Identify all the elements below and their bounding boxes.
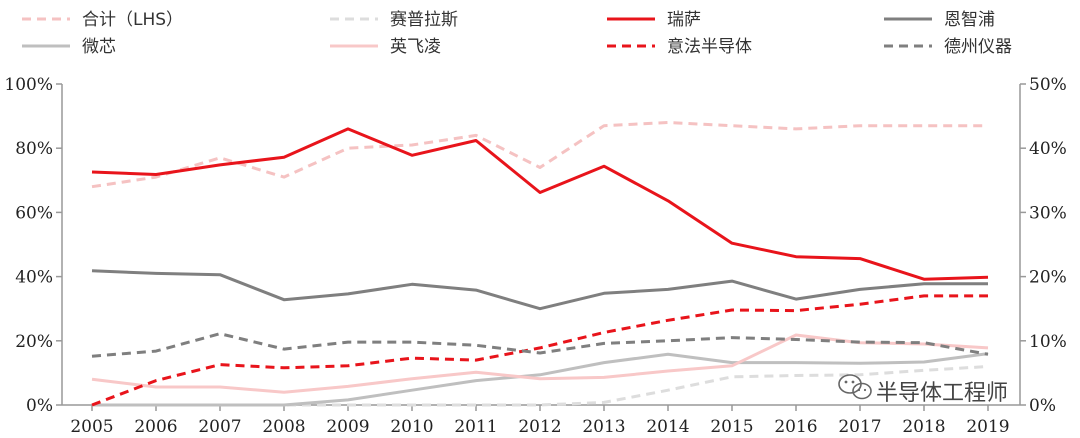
y-tick-right-label: 30% [1029, 203, 1067, 223]
y-tick-left-label: 80% [15, 139, 53, 159]
x-tick-label: 2019 [966, 417, 1009, 437]
x-tick-label: 2013 [582, 417, 625, 437]
y-tick-left-label: 100% [4, 75, 53, 95]
y-tick-left-label: 40% [15, 268, 53, 288]
y-tick-right-label: 20% [1029, 268, 1067, 288]
watermark: 半导体工程师 [838, 374, 1008, 406]
x-tick-label: 2012 [518, 417, 561, 437]
legend-label: 意法半导体 [667, 37, 752, 57]
y-tick-right-label: 0% [1029, 396, 1056, 416]
series-line-1 [92, 365, 989, 407]
series-line-2 [91, 127, 989, 281]
legend-label: 微芯 [82, 37, 116, 57]
series-line-6 [91, 294, 988, 407]
legend-item: 恩智浦 [884, 10, 995, 30]
x-tick-label: 2006 [134, 417, 177, 437]
series-line-7 [91, 332, 989, 358]
x-tick-label: 2010 [390, 417, 433, 437]
x-tick-label: 2017 [838, 417, 881, 437]
legend-label: 德州仪器 [944, 37, 1012, 57]
legend-item: 瑞萨 [607, 10, 701, 30]
legend-label: 合计（LHS） [82, 10, 183, 30]
legend-item: 德州仪器 [884, 37, 1012, 57]
y-ticks-left: 0% 20% 40% 60% 80% 100% [4, 75, 62, 416]
y-tick-right-label: 50% [1029, 75, 1067, 95]
x-tick-label: 2016 [774, 417, 817, 437]
wechat-icon [838, 374, 872, 400]
x-tick-label: 2007 [198, 417, 241, 437]
x-tick-label: 2018 [902, 417, 945, 437]
y-tick-left-label: 0% [26, 396, 53, 416]
y-tick-right-label: 40% [1029, 139, 1067, 159]
x-tick-label: 2005 [70, 417, 113, 437]
legend-label: 英飞凌 [390, 37, 441, 57]
legend-label: 恩智浦 [944, 10, 995, 30]
watermark-text: 半导体工程师 [876, 381, 1008, 406]
legend-item: 合计（LHS） [22, 10, 183, 30]
x-tick-label: 2009 [326, 417, 369, 437]
series-line-0 [91, 121, 988, 189]
legend-item: 微芯 [22, 37, 116, 57]
legend-item: 英飞凌 [330, 37, 441, 57]
axes [61, 84, 1021, 406]
legend-label: 赛普拉斯 [390, 9, 458, 30]
x-ticks: 2005 2006 2007 2008 2009 2010 2011 2012 2013 2014… [70, 405, 1010, 437]
legend-item: 意法半导体 [607, 37, 752, 57]
x-tick-label: 2015 [710, 417, 753, 437]
y-tick-left-label: 20% [15, 332, 53, 352]
y-ticks-right: 0% 10% 20% 30% 40% 50% [1020, 75, 1067, 416]
y-tick-left-label: 60% [15, 203, 53, 223]
x-tick-label: 2011 [454, 417, 497, 437]
series-line-4 [92, 352, 989, 407]
legend-item: 赛普拉斯 [330, 9, 458, 30]
series-line-3 [91, 269, 988, 311]
x-tick-label: 2014 [646, 417, 689, 437]
legend-label: 瑞萨 [667, 10, 701, 30]
x-tick-label: 2008 [262, 417, 305, 437]
series-lines [91, 121, 989, 407]
y-tick-right-label: 10% [1029, 332, 1067, 352]
